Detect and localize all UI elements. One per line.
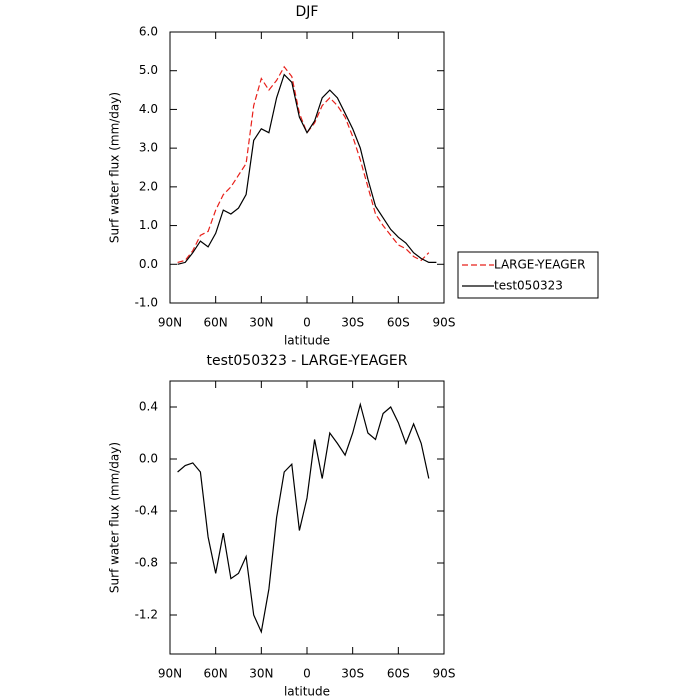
y-tick-label: 4.0 [139,102,158,116]
x-tick-label: 30N [249,667,273,681]
plot-frame [169,31,445,304]
y-tick-label: 0.4 [139,400,158,414]
x-tick-label: 30N [249,316,273,330]
x-tick-label: 90S [433,316,456,330]
y-tick-label: -0.8 [135,556,158,570]
y-axis-label: Surf water flux (mm/day) [108,442,122,593]
x-tick-label: 90N [158,316,182,330]
y-tick-label: 5.0 [139,63,158,77]
chart-title: DJF [296,4,319,20]
y-tick-label: -0.4 [135,504,158,518]
x-tick-label: 30S [341,316,364,330]
x-tick-label: 90N [158,667,182,681]
legend-label: test050323 [494,279,563,293]
x-tick-label: 30S [341,667,364,681]
x-tick-label: 60S [387,667,410,681]
plot-frame [169,380,445,655]
x-tick-label: 60N [204,316,228,330]
data-line [177,73,437,265]
data-line [177,402,430,634]
y-tick-label: 0.0 [139,452,158,466]
y-tick-label: -1.0 [135,296,158,310]
y-tick-label: -1.2 [135,608,158,622]
x-axis-label: latitude [284,685,330,699]
legend-box [457,251,599,299]
x-tick-label: 60S [387,316,410,330]
y-tick-label: 3.0 [139,141,158,155]
chart-title: test050323 - LARGE-YEAGER [207,353,408,369]
x-tick-label: 90S [433,667,456,681]
y-tick-label: 0.0 [139,257,158,271]
x-tick-label: 60N [204,667,228,681]
data-line [177,65,430,263]
x-axis-label: latitude [284,334,330,348]
legend-label: LARGE-YEAGER [494,258,585,272]
y-tick-label: 1.0 [139,218,158,232]
x-tick-label: 0 [303,316,311,330]
y-axis-label: Surf water flux (mm/day) [108,92,122,243]
y-tick-label: 2.0 [139,179,158,193]
y-tick-label: 6.0 [139,25,158,39]
x-tick-label: 0 [303,667,311,681]
